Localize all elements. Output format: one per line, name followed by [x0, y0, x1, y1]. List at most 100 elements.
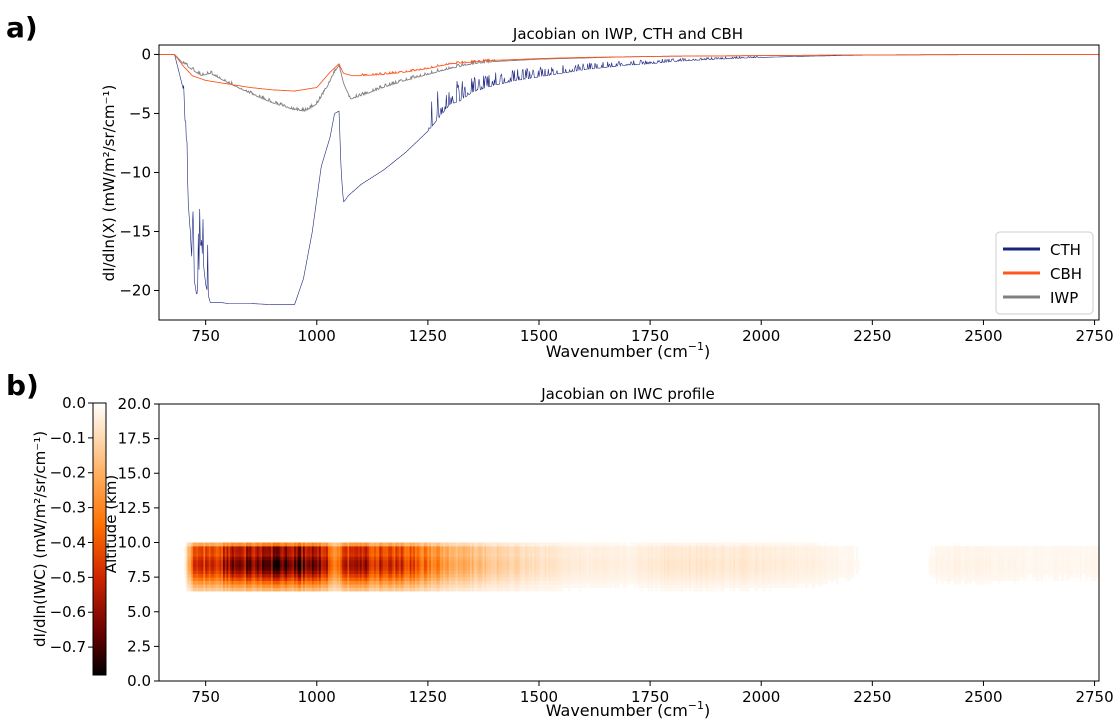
heatmap-cell	[532, 580, 535, 585]
heatmap-cell	[733, 587, 736, 592]
heatmap-cell	[239, 573, 242, 578]
heatmap-cell	[498, 556, 501, 561]
heatmap-cell	[678, 552, 681, 557]
heatmap-cell	[377, 584, 380, 588]
heatmap-cell	[683, 546, 686, 550]
heatmap-cell	[212, 566, 215, 571]
heatmap-cell	[455, 566, 459, 571]
heatmap-cell	[767, 577, 770, 581]
heatmap-cell	[591, 566, 594, 571]
heatmap-cell	[354, 552, 357, 557]
heatmap-cell	[731, 566, 734, 571]
heatmap-cell	[775, 556, 779, 561]
heatmap-cell	[375, 580, 379, 585]
heatmap-cell	[580, 556, 583, 561]
heatmap-cell	[655, 570, 658, 575]
heatmap-cell	[752, 549, 755, 554]
heatmap-cell	[308, 559, 311, 564]
heatmap-cell	[740, 577, 743, 581]
heatmap-cell	[775, 546, 779, 550]
heatmap-cell	[511, 580, 514, 585]
heatmap-cell	[649, 552, 652, 557]
heatmap-cell	[235, 577, 238, 581]
heatmap-cell	[688, 577, 691, 581]
heatmap-cell	[763, 580, 766, 585]
heatmap-cell	[717, 552, 720, 557]
heatmap-cell	[251, 546, 254, 550]
heatmap-cell	[343, 570, 347, 575]
heatmap-cell	[575, 556, 578, 561]
heatmap-cell	[637, 584, 640, 588]
heatmap-cell	[416, 573, 419, 578]
heatmap-cell	[407, 556, 411, 561]
heatmap-cell	[471, 549, 475, 554]
heatmap-cell	[299, 563, 302, 568]
heatmap-cell	[224, 559, 227, 564]
heatmap-cell	[393, 556, 396, 561]
heatmap-cell	[644, 546, 647, 550]
heatmap-cell	[441, 563, 444, 568]
heatmap-cell	[290, 570, 293, 575]
heatmap-cell	[594, 584, 597, 588]
heatmap-cell	[395, 573, 398, 578]
heatmap-cell	[459, 570, 462, 575]
heatmap-cell	[740, 580, 743, 585]
heatmap-cell	[790, 552, 793, 557]
heatmap-cell	[448, 542, 451, 547]
heatmap-cell	[477, 542, 480, 547]
heatmap-cell	[340, 542, 343, 547]
heatmap-cell	[525, 573, 528, 578]
heatmap-cell	[637, 556, 640, 561]
heatmap-cell	[640, 552, 643, 557]
heatmap-cell	[303, 563, 306, 568]
heatmap-cell	[404, 566, 407, 571]
heatmap-cell	[690, 556, 693, 561]
heatmap-cell	[416, 577, 419, 581]
heatmap-cell	[436, 552, 439, 557]
heatmap-cell	[665, 542, 668, 547]
heatmap-cell	[335, 580, 338, 585]
heatmap-cell	[358, 559, 361, 564]
heatmap-cell	[251, 549, 254, 554]
heatmap-cell	[219, 559, 222, 564]
heatmap-cell	[717, 584, 720, 588]
heatmap-cell	[221, 584, 224, 588]
heatmap-cell	[265, 546, 268, 550]
heatmap-cell	[363, 546, 366, 550]
heatmap-cell	[815, 570, 818, 575]
heatmap-cell	[429, 573, 432, 578]
heatmap-cell	[198, 542, 201, 547]
heatmap-cell	[370, 546, 373, 550]
heatmap-cell	[205, 577, 208, 581]
heatmap-cell	[212, 570, 215, 575]
heatmap-cell	[516, 584, 519, 588]
heatmap-cell	[767, 552, 770, 557]
heatmap-cell	[623, 556, 626, 561]
heatmap-cell	[271, 570, 274, 575]
heatmap-cell	[809, 549, 812, 554]
heatmap-cell	[310, 552, 313, 557]
heatmap-cell	[423, 566, 427, 571]
heatmap-cell	[210, 542, 213, 547]
heatmap-cell	[274, 546, 277, 550]
heatmap-cell	[326, 559, 329, 564]
heatmap-cell	[295, 552, 299, 557]
heatmap-cell	[454, 556, 457, 561]
heatmap-cell	[439, 546, 443, 550]
heatmap-cell	[738, 573, 741, 578]
heatmap-cell	[505, 563, 508, 568]
heatmap-cell	[459, 542, 462, 547]
heatmap-cell	[671, 549, 674, 554]
heatmap-cell	[393, 577, 396, 581]
heatmap-cell	[310, 580, 313, 585]
heatmap-cell	[226, 577, 229, 581]
heatmap-cell	[306, 570, 309, 575]
heatmap-cell	[751, 573, 754, 578]
heatmap-cell	[331, 566, 334, 571]
heatmap-cell	[532, 542, 535, 547]
legend-label-iwp: IWP	[1050, 289, 1078, 307]
heatmap-cell	[644, 542, 647, 547]
heatmap-cell	[315, 546, 318, 550]
heatmap-cell	[365, 559, 368, 564]
heatmap-cell	[503, 570, 507, 575]
